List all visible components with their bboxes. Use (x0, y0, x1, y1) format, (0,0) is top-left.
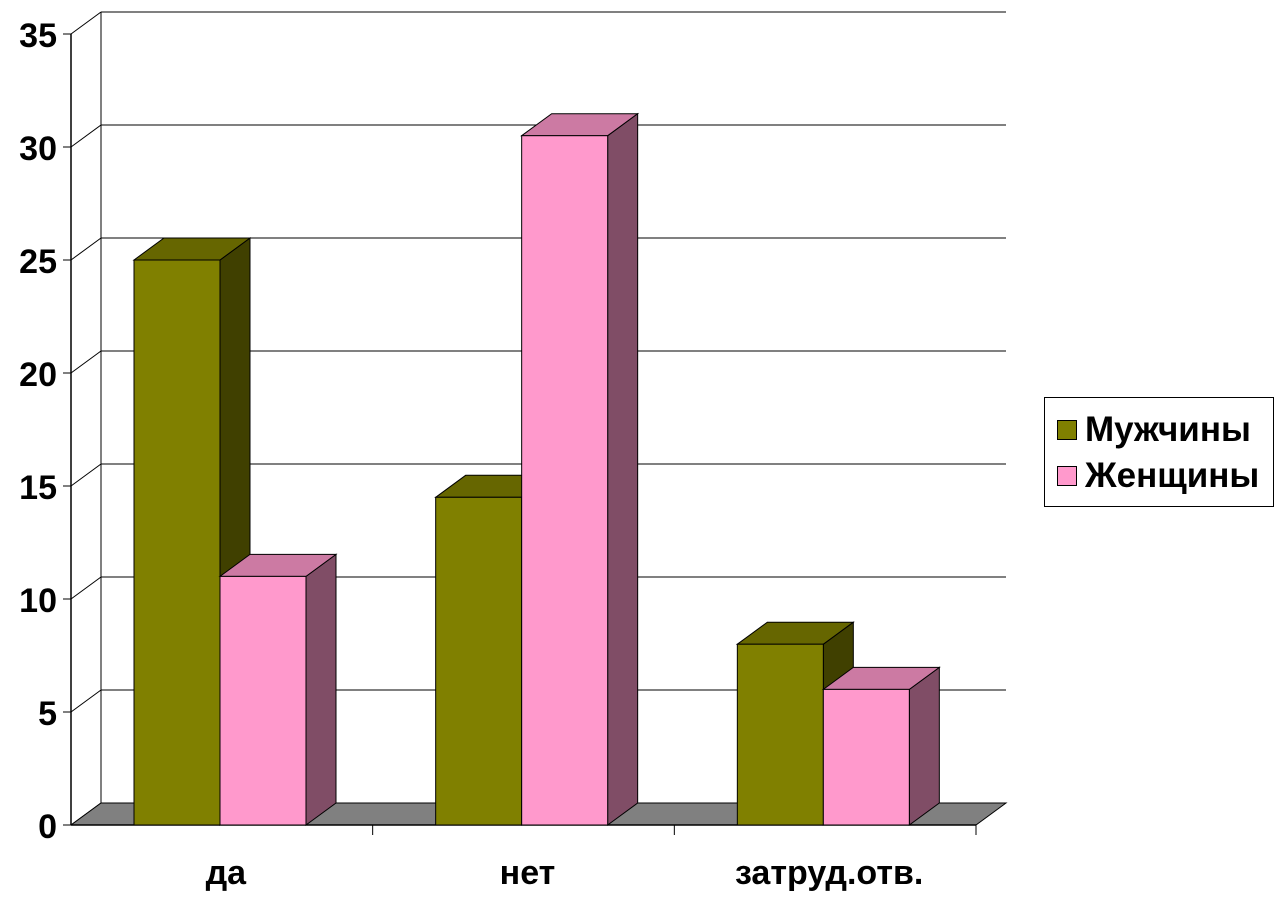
y-tick-label: 10 (19, 582, 57, 620)
bar-3-series-2 (821, 666, 941, 826)
bar-1-series-2 (218, 553, 338, 826)
y-tick-label: 0 (38, 808, 57, 846)
x-tick-label: нет (500, 854, 556, 892)
legend-swatch-series-1 (1057, 420, 1077, 440)
bar-front (822, 688, 910, 826)
bar-front (521, 135, 609, 826)
x-tick-label: да (206, 854, 248, 892)
bar-1-series-1 (132, 237, 252, 826)
legend: Мужчины Женщины (1044, 397, 1274, 507)
legend-label-series-1: Мужчины (1085, 410, 1251, 449)
bar-side (908, 666, 940, 826)
bar-side (607, 112, 639, 826)
x-tick-labels: да нет затруд.отв. (206, 854, 924, 892)
y-tick-label: 35 (19, 17, 57, 55)
gridline-diag (70, 124, 102, 148)
legend-item-series-1: Мужчины (1057, 410, 1251, 450)
chart-walls (70, 12, 102, 826)
y-tick-label: 20 (19, 356, 57, 394)
legend-swatch-series-2 (1057, 466, 1077, 486)
bar-front (435, 496, 523, 826)
x-tick-label: затруд.отв. (735, 854, 923, 892)
bar-front (219, 575, 307, 826)
y-tick-label: 30 (19, 130, 57, 168)
gridline-diag (70, 11, 102, 35)
bars (132, 112, 941, 826)
gridline-diag (70, 237, 102, 261)
y-tick-label: 15 (19, 469, 57, 507)
gridline-diag (70, 689, 102, 713)
gridline-diag (70, 463, 102, 487)
y-tick-label: 25 (19, 243, 57, 281)
y-tick-labels: 0 5 10 15 20 25 30 35 (19, 17, 57, 846)
gridline-diag (70, 350, 102, 374)
bar-front (133, 259, 221, 826)
legend-label-series-2: Женщины (1085, 456, 1260, 495)
y-tick-label: 5 (38, 695, 57, 733)
bar-front (736, 643, 824, 826)
bar-side (305, 553, 337, 826)
gridline-diag (70, 576, 102, 600)
bar-2-series-2 (520, 112, 640, 826)
legend-item-series-2: Женщины (1057, 456, 1259, 496)
